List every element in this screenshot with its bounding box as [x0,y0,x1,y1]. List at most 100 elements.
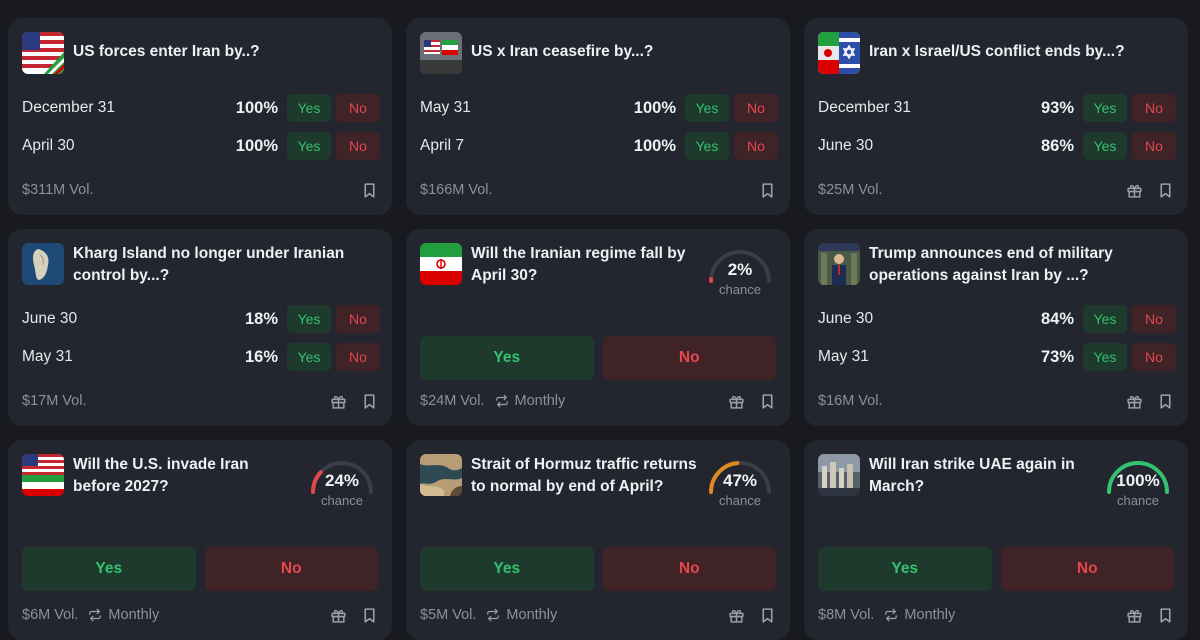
outcome-label: April 7 [420,137,464,154]
no-button[interactable]: No [336,305,380,333]
bookmark-icon[interactable] [758,392,776,410]
outcome-label: June 30 [818,137,874,154]
no-button[interactable]: No [336,343,380,371]
yes-button[interactable]: Yes [1083,305,1127,333]
market-card[interactable]: Will the U.S. invade Iran before 2027? 2… [8,440,392,640]
market-card[interactable]: US x Iran ceasefire by...? May 31 100% Y… [406,18,790,215]
volume-label: $6M Vol. [22,607,79,623]
iran-israel-flags-thumbnail [818,32,860,74]
volume-label: $17M Vol. [22,393,87,409]
bookmark-icon[interactable] [360,606,378,624]
repeat-icon [487,608,500,622]
gift-icon[interactable] [329,392,347,410]
market-title[interactable]: US x Iran ceasefire by...? [471,43,654,60]
strait-hormuz-photo-thumbnail [420,454,462,496]
bookmark-icon[interactable] [758,181,776,199]
outcome-row: April 30 100% Yes No [22,131,380,161]
no-button[interactable]: No [1132,305,1176,333]
no-button[interactable]: No [1132,94,1176,122]
no-button[interactable]: No [602,336,776,380]
no-button[interactable]: No [336,132,380,160]
bookmark-icon[interactable] [360,181,378,199]
market-title[interactable]: Will the U.S. invade Iran before 2027? [73,456,249,495]
yes-button[interactable]: Yes [287,343,331,371]
yes-button[interactable]: Yes [287,305,331,333]
gift-icon[interactable] [727,606,745,624]
volume-label: $24M Vol. [420,393,485,409]
market-card[interactable]: Will the Iranian regime fall by April 30… [406,229,790,426]
chance-percent: 2% [727,260,753,279]
no-button[interactable]: No [1000,547,1174,591]
outcome-label: June 30 [818,310,874,327]
yes-button[interactable]: Yes [818,547,992,591]
no-button[interactable]: No [336,94,380,122]
bookmark-icon[interactable] [1156,392,1174,410]
bookmark-icon[interactable] [1156,606,1174,624]
market-title[interactable]: Trump announces end of military operatio… [869,245,1113,284]
yes-button[interactable]: Yes [685,94,729,122]
market-title[interactable]: Will Iran strike UAE again in March? [869,456,1075,495]
recurrence-label: Monthly [506,607,558,623]
yes-button[interactable]: Yes [1083,343,1127,371]
yes-button[interactable]: Yes [22,547,196,591]
yes-button[interactable]: Yes [685,132,729,160]
outcome-row: June 30 86% Yes No [818,131,1176,161]
gift-icon[interactable] [1125,606,1143,624]
recurrence-badge[interactable]: Monthly [486,607,557,623]
market-title[interactable]: Strait of Hormuz traffic returns to norm… [471,456,697,495]
yes-button[interactable]: Yes [420,336,594,380]
chance-gauge: 100% chance [1102,452,1174,512]
us-iran-flags-thumbnail [22,454,64,496]
outcome-label: May 31 [22,348,73,365]
recurrence-badge[interactable]: Monthly [495,393,566,409]
chance-gauge: 24% chance [306,452,378,512]
market-card[interactable]: Iran x Israel/US conflict ends by...? De… [804,18,1188,215]
yes-button[interactable]: Yes [287,94,331,122]
chance-percent: 100% [1116,471,1160,490]
no-button[interactable]: No [734,94,778,122]
outcome-row: May 31 16% Yes No [22,342,380,372]
gauge-fill [1107,461,1169,494]
outcome-percent: 84% [1040,309,1074,328]
market-title[interactable]: Will the Iranian regime fall by April 30… [471,245,686,284]
yes-button[interactable]: Yes [1083,94,1127,122]
no-button[interactable]: No [734,132,778,160]
yes-button[interactable]: Yes [1083,132,1127,160]
market-title[interactable]: US forces enter Iran by..? [73,43,260,60]
bookmark-icon[interactable] [758,606,776,624]
markets-grid: US forces enter Iran by..? December 31 1… [8,18,1190,640]
gift-icon[interactable] [1125,181,1143,199]
bookmark-icon[interactable] [360,392,378,410]
recurrence-label: Monthly [514,393,566,409]
no-button[interactable]: No [1132,343,1176,371]
recurrence-label: Monthly [108,607,160,623]
gift-icon[interactable] [1125,392,1143,410]
no-button[interactable]: No [1132,132,1176,160]
repeat-icon [495,394,508,408]
outcome-row: June 30 18% Yes No [22,304,380,334]
market-title[interactable]: Iran x Israel/US conflict ends by...? [869,43,1125,60]
outcome-row: December 31 100% Yes No [22,93,380,123]
recurrence-label: Monthly [904,607,956,623]
kharg-island-map-thumbnail [22,243,64,285]
market-card[interactable]: Will Iran strike UAE again in March? 100… [804,440,1188,640]
recurrence-badge[interactable]: Monthly [88,607,159,623]
yes-button[interactable]: Yes [420,547,594,591]
market-title[interactable]: Kharg Island no longer under Iranian con… [73,245,345,284]
repeat-icon [89,608,102,622]
volume-label: $8M Vol. [818,607,875,623]
outcome-percent: 86% [1040,136,1074,155]
no-button[interactable]: No [204,547,378,591]
market-card[interactable]: Strait of Hormuz traffic returns to norm… [406,440,790,640]
market-card[interactable]: US forces enter Iran by..? December 31 1… [8,18,392,215]
market-card[interactable]: Trump announces end of military operatio… [804,229,1188,426]
gift-icon[interactable] [727,392,745,410]
yes-button[interactable]: Yes [287,132,331,160]
no-button[interactable]: No [602,547,776,591]
market-card[interactable]: Kharg Island no longer under Iranian con… [8,229,392,426]
recurrence-badge[interactable]: Monthly [884,607,955,623]
bookmark-icon[interactable] [1156,181,1174,199]
trump-photo-thumbnail [818,243,860,285]
gift-icon[interactable] [329,606,347,624]
outcome-percent: 16% [244,347,278,366]
